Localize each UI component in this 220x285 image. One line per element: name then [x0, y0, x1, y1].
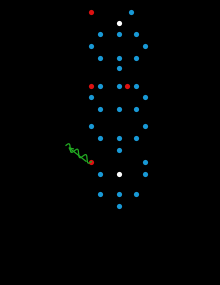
- Point: [98, 192, 102, 196]
- Point: [135, 107, 138, 111]
- Point: [90, 124, 93, 128]
- Point: [90, 159, 93, 164]
- Point: [98, 31, 102, 36]
- Point: [117, 147, 121, 152]
- Point: [90, 43, 93, 48]
- Point: [117, 83, 121, 88]
- Point: [135, 136, 138, 141]
- Point: [98, 56, 102, 61]
- Point: [135, 56, 138, 61]
- Point: [135, 83, 138, 88]
- Point: [143, 172, 147, 176]
- Point: [117, 31, 121, 36]
- Point: [135, 192, 138, 196]
- Point: [135, 31, 138, 36]
- Point: [90, 83, 93, 88]
- Point: [98, 107, 102, 111]
- Point: [98, 83, 102, 88]
- Point: [143, 124, 147, 128]
- Point: [98, 136, 102, 141]
- Point: [117, 203, 121, 208]
- Point: [90, 95, 93, 99]
- Point: [129, 10, 133, 15]
- Point: [117, 172, 121, 176]
- Point: [143, 159, 147, 164]
- Point: [117, 56, 121, 61]
- Point: [117, 192, 121, 196]
- Point: [143, 95, 147, 99]
- Point: [117, 107, 121, 111]
- Point: [117, 66, 121, 71]
- Point: [98, 172, 102, 176]
- Point: [125, 83, 128, 88]
- Point: [117, 136, 121, 141]
- Point: [143, 43, 147, 48]
- Point: [90, 10, 93, 15]
- Point: [117, 21, 121, 26]
